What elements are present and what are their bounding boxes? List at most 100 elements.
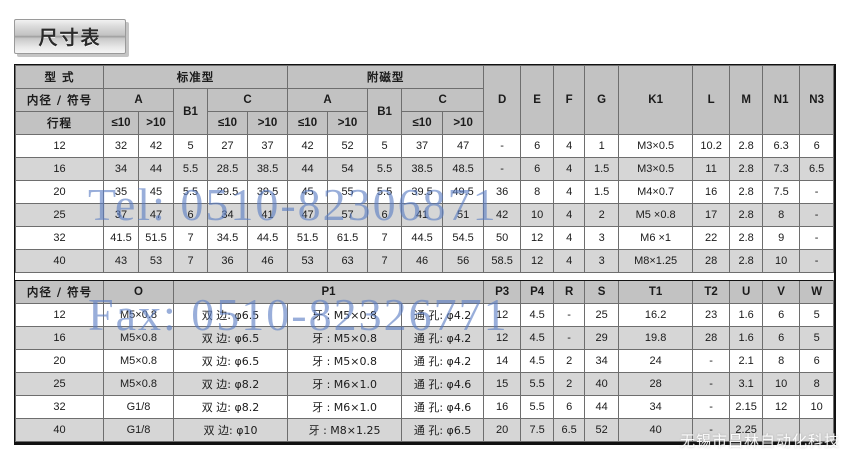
cell-std_c_le: 29.5 [207, 180, 248, 204]
cell-O: M5×0.8 [103, 326, 174, 350]
cell-P1-double-side: 双 边: φ6.5 [172, 349, 289, 373]
cell-M: 2.8 [729, 203, 764, 227]
cell-mag_a_le: 47 [287, 203, 329, 227]
cell-mag_b1: 5.5 [367, 180, 403, 204]
cell-F: 4 [553, 180, 586, 204]
table-row: 20 M5×0.8 双 边: φ6.5 牙 : M5×0.8 通 孔: φ4.2 14 4.… [15, 349, 835, 373]
bottom-header-P4: P4 [520, 280, 555, 304]
cell-P3: 15 [483, 372, 522, 396]
page-title: 尺寸表 [38, 27, 102, 49]
header-mag-A: A [287, 88, 369, 112]
cell-std_c_gt: 46 [246, 249, 289, 273]
header-mag-A-le10: ≤10 [287, 111, 329, 135]
cell-W: 10 [799, 395, 835, 419]
separator-gap [15, 272, 834, 281]
cell-std_c_gt: 39.5 [246, 180, 289, 204]
cell-U: 1.6 [729, 303, 764, 327]
table-row: 32 41.5 51.5 7 34.5 44.5 51.5 61.5 7 44.5 54.5 50 12… [15, 226, 835, 250]
cell-T2: - [692, 395, 731, 419]
cell-mag_a_gt: 57 [327, 203, 369, 227]
header-bore-symbol: 内径 / 符号 [15, 88, 104, 112]
header-std-B1: B1 [173, 88, 208, 135]
cell-mag_c_le: 38.5 [401, 157, 444, 181]
cell-T2: 28 [692, 326, 731, 350]
cell-bore: 25 [15, 372, 104, 396]
header-row-subgroup: 内径 / 符号 A B1 C A B1 C [15, 88, 834, 135]
cell-T1: 19.8 [618, 326, 694, 350]
cell-std_a_gt: 51.5 [138, 226, 174, 250]
cell-mag_c_gt: 51 [442, 203, 485, 227]
cell-U: 2.15 [729, 395, 764, 419]
cell-L: 28 [692, 249, 731, 273]
cell-bore: 16 [15, 326, 104, 350]
cell-bore: 25 [15, 203, 104, 227]
cell-P1-thread: 牙 : M6×1.0 [287, 372, 403, 396]
cell-F: 4 [553, 134, 586, 158]
cell-P3: 12 [483, 326, 522, 350]
cell-N1: 7.3 [762, 157, 801, 181]
bottom-header-bore-symbol: 内径 / 符号 [15, 280, 104, 304]
cell-P4: 5.5 [520, 395, 555, 419]
header-col-M: M [729, 65, 764, 135]
cell-D: 58.5 [483, 249, 522, 273]
cell-M: 2.8 [729, 157, 764, 181]
header-mag-A-gt10: >10 [327, 111, 369, 135]
cell-V: 6 [762, 326, 801, 350]
cell-T2: - [692, 349, 731, 373]
table-separator [15, 272, 834, 281]
cell-D: - [483, 157, 522, 181]
cell-mag_a_gt: 54 [327, 157, 369, 181]
cell-U: 1.6 [729, 326, 764, 350]
cell-std_c_le: 34.5 [207, 226, 248, 250]
bottom-table-head: 内径 / 符号 O P1 P3 P4 R S T1 T2 U V W X Y [15, 280, 835, 304]
cell-S: 25 [584, 303, 620, 327]
cell-U: 3.1 [729, 372, 764, 396]
cell-mag_a_le: 53 [287, 249, 329, 273]
header-col-F: F [553, 65, 586, 135]
cell-mag_b1: 7 [367, 226, 403, 250]
cell-N3: - [799, 203, 835, 227]
cell-R: 6 [553, 395, 586, 419]
cell-K1: M6 ×1 [618, 226, 694, 250]
table-row: 25 M5×0.8 双 边: φ8.2 牙 : M6×1.0 通 孔: φ4.6 15 5.… [15, 372, 835, 396]
cell-E: 6 [520, 134, 555, 158]
cell-L: 17 [692, 203, 731, 227]
cell-F: 4 [553, 203, 586, 227]
table-row: 16 M5×0.8 双 边: φ6.5 牙 : M5×0.8 通 孔: φ4.2 12 4.… [15, 326, 835, 350]
cell-G: 2 [584, 203, 620, 227]
cell-std_c_gt: 37 [246, 134, 289, 158]
header-col-E: E [520, 65, 555, 135]
cell-L: 22 [692, 226, 731, 250]
cell-T1: 24 [618, 349, 694, 373]
cell-O: M5×0.8 [103, 349, 174, 373]
cell-O: G1/8 [103, 418, 174, 442]
cell-mag_b1: 6 [367, 203, 403, 227]
cell-mag_c_gt: 49.5 [442, 180, 485, 204]
cell-O: M5×0.8 [103, 303, 174, 327]
cell-R: - [553, 326, 586, 350]
cell-S: 44 [584, 395, 620, 419]
cell-P1-double-side: 双 边: φ6.5 [172, 303, 289, 327]
cell-R: 2 [553, 372, 586, 396]
cell-std_a_le: 32 [103, 134, 139, 158]
cell-mag_a_gt: 55 [327, 180, 369, 204]
cell-std_b1: 5 [173, 134, 208, 158]
cell-P4: 4.5 [520, 303, 555, 327]
cell-N1: 7.5 [762, 180, 801, 204]
top-table-head: 型 式 标准型 附磁型 D E F G K1 L M N1 N3 内径 / 符号… [15, 65, 835, 135]
cell-T1: 28 [618, 372, 694, 396]
cell-mag_a_gt: 61.5 [327, 226, 369, 250]
cell-std_c_le: 27 [207, 134, 248, 158]
cell-std_b1: 5.5 [173, 157, 208, 181]
cell-N3: 6 [799, 134, 835, 158]
bottom-header-W: W [799, 280, 835, 304]
cell-std_a_le: 43 [103, 249, 139, 273]
header-std-A-le10: ≤10 [103, 111, 139, 135]
cell-K1: M5 ×0.8 [618, 203, 694, 227]
cell-O: M5×0.8 [103, 372, 174, 396]
header-mag-B1: B1 [367, 88, 403, 135]
cell-P1-double-side: 双 边: φ6.5 [172, 326, 289, 350]
bottom-header-V: V [762, 280, 801, 304]
cell-G: 3 [584, 249, 620, 273]
cell-std_b1: 6 [173, 203, 208, 227]
